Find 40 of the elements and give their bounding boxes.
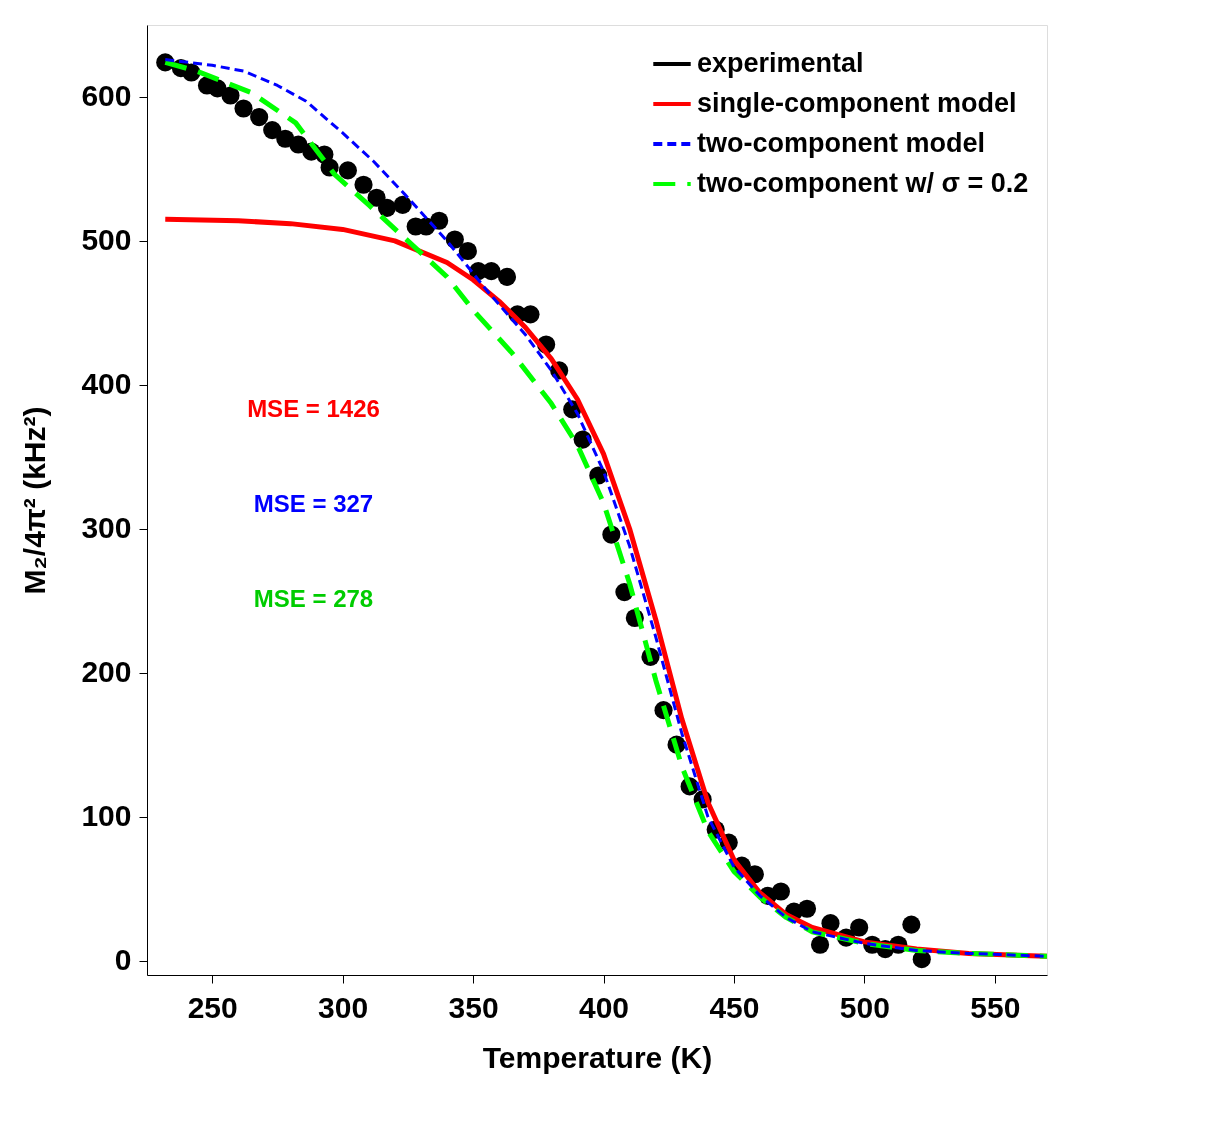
y-tick-label: 400: [81, 367, 132, 401]
point: [482, 262, 501, 281]
legend-label: experimental: [697, 48, 864, 78]
y-tick-label: 0: [114, 943, 132, 977]
x-tick-label: 300: [318, 990, 369, 1024]
point: [771, 882, 790, 901]
y-tick-label: 500: [81, 223, 132, 257]
point: [377, 198, 397, 217]
point: [902, 915, 921, 934]
y-axis-title: M₂/4π² (kHz²): [18, 406, 52, 595]
x-tick-label: 400: [578, 990, 630, 1024]
point: [234, 99, 253, 118]
point: [250, 108, 269, 127]
annotation: MSE = 1426: [247, 394, 380, 422]
x-tick-label: 500: [839, 990, 890, 1024]
legend-label: two-component w/ σ = 0.2: [697, 168, 1029, 198]
point: [393, 195, 412, 214]
legend-label: two-component model: [697, 128, 985, 158]
x-axis-title: Temperature (K): [482, 1040, 713, 1074]
point: [263, 121, 282, 140]
point: [497, 267, 517, 286]
x-tick-label: 350: [448, 990, 499, 1024]
point: [810, 935, 830, 954]
point: [850, 918, 869, 937]
point: [354, 175, 373, 194]
x-tick-label: 450: [709, 990, 760, 1024]
x-tick-label: 550: [970, 990, 1021, 1024]
point: [221, 86, 240, 105]
point: [430, 211, 449, 230]
point: [458, 241, 477, 261]
y-tick-label: 600: [81, 79, 132, 113]
y-tick-label: 100: [81, 799, 132, 833]
x-tick-label: 250: [187, 990, 238, 1024]
legend-label: single-component model: [697, 88, 1017, 118]
point: [338, 161, 357, 180]
point: [797, 899, 817, 918]
annotation: MSE = 327: [253, 489, 374, 517]
y-tick-label: 300: [81, 511, 132, 545]
annotation: MSE = 278: [253, 584, 374, 612]
y-tick-label: 200: [81, 655, 132, 689]
